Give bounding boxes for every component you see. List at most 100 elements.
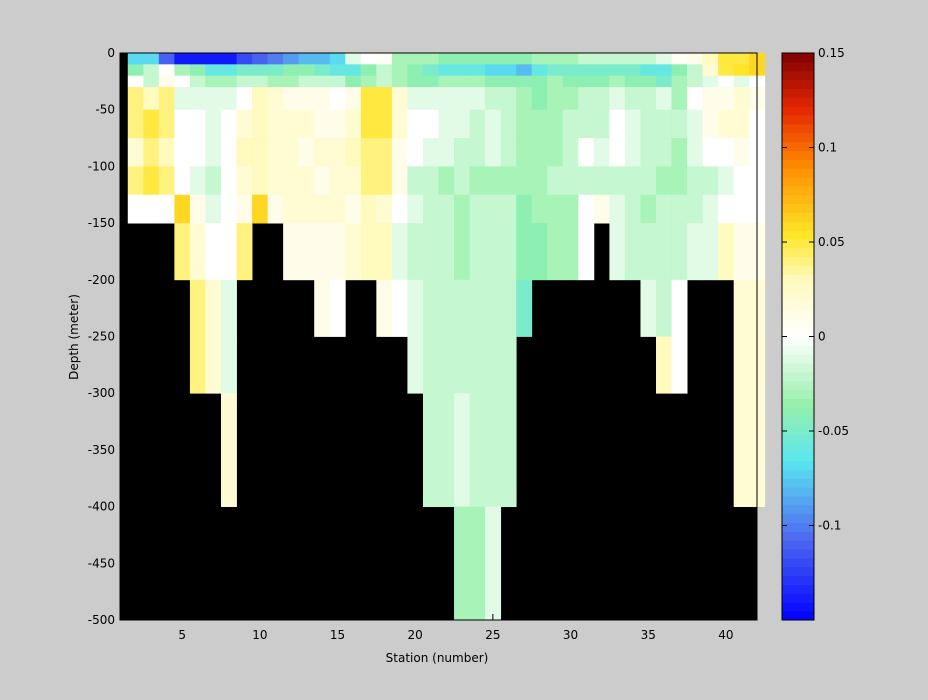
colorbar-swatch	[782, 265, 814, 275]
heatmap-cell	[469, 279, 486, 337]
colorbar-swatch	[782, 363, 814, 373]
colorbar-tick-label: 0.05	[818, 235, 845, 249]
y-tick-label: -500	[88, 613, 115, 627]
heatmap-cell	[531, 64, 548, 77]
heatmap-cell	[516, 109, 533, 139]
y-tick-label: 0	[107, 46, 115, 60]
heatmap-cell	[687, 87, 704, 111]
heatmap-cell	[143, 194, 160, 224]
heatmap-cell	[376, 138, 393, 167]
heatmap-cell	[454, 75, 470, 88]
x-tick-label: 25	[485, 628, 500, 642]
heatmap-cell	[454, 194, 470, 224]
heatmap-cell	[500, 53, 517, 65]
heatmap-cell	[143, 109, 160, 139]
heatmap-cell	[593, 75, 610, 88]
heatmap-cell	[407, 223, 424, 281]
heatmap-cell	[205, 109, 222, 139]
heatmap-cell	[252, 138, 268, 167]
x-axis-label: Station (number)	[386, 651, 489, 665]
x-tick-label: 5	[178, 628, 186, 642]
heatmap-cell	[127, 87, 144, 111]
heatmap-cell	[454, 336, 470, 394]
heatmap-cell	[174, 194, 191, 224]
colorbar-swatch	[782, 354, 814, 364]
heatmap-cell	[329, 87, 346, 111]
heatmap-cell	[422, 138, 439, 167]
colorbar-swatch	[782, 159, 814, 169]
heatmap-cell	[656, 279, 672, 337]
heatmap-cell	[267, 194, 284, 224]
heatmap-cell	[671, 223, 688, 281]
heatmap-cell	[174, 87, 191, 111]
heatmap-cell	[422, 64, 439, 77]
heatmap-cell	[329, 166, 346, 196]
heatmap-cell	[252, 75, 268, 88]
colorbar-swatch	[782, 221, 814, 231]
colorbar-tick-label: -0.05	[818, 424, 849, 438]
heatmap-cell	[143, 87, 160, 111]
heatmap-cell	[454, 87, 470, 111]
heatmap-cell	[733, 138, 750, 167]
heatmap-cell	[143, 166, 160, 196]
heatmap-cell	[500, 138, 517, 167]
heatmap-cell	[438, 109, 455, 139]
colorbar-swatch	[782, 478, 814, 488]
heatmap-cell	[158, 87, 175, 111]
heatmap-cell	[252, 194, 268, 224]
heatmap-cell	[189, 336, 206, 394]
heatmap-cell	[454, 393, 470, 507]
heatmap-cell	[205, 279, 222, 337]
heatmap-cell	[438, 393, 455, 507]
x-tick-label: 40	[718, 628, 733, 642]
heatmap-cell	[422, 223, 439, 281]
heatmap-cell	[656, 64, 672, 77]
heatmap-cell	[252, 64, 268, 77]
y-tick-label: -400	[88, 500, 115, 514]
heatmap-cell	[609, 194, 626, 224]
heatmap-cell	[298, 109, 315, 139]
colorbar-swatch	[782, 602, 814, 612]
heatmap-cell	[593, 166, 610, 196]
heatmap-cell	[702, 166, 719, 196]
colorbar-swatch	[782, 203, 814, 213]
heatmap-cell	[422, 166, 439, 196]
heatmap-cell	[438, 223, 455, 281]
heatmap-cell	[485, 194, 502, 224]
heatmap-cell	[733, 279, 750, 337]
heatmap-cell	[733, 109, 750, 139]
heatmap-cell	[267, 75, 284, 88]
heatmap-cell	[189, 279, 206, 337]
heatmap-cell	[391, 166, 408, 196]
heatmap-cell	[578, 87, 595, 111]
heatmap-cell	[485, 336, 502, 394]
heatmap-cell	[531, 53, 548, 65]
heatmap-cell	[143, 64, 160, 77]
heatmap-cell	[407, 109, 424, 139]
colorbar-ticks: 0.15 0.1 0.05 0 -0.05 -0.1	[782, 46, 849, 533]
heatmap-cell	[252, 109, 268, 139]
heatmap-cell	[640, 87, 657, 111]
heatmap-cell	[376, 53, 393, 65]
heatmap-cell	[733, 53, 750, 65]
heatmap-cell	[469, 194, 486, 224]
heatmap-cell	[718, 223, 735, 281]
colorbar-swatch	[782, 575, 814, 586]
heatmap-cell	[624, 64, 641, 77]
heatmap-cell	[531, 87, 548, 111]
heatmap-cell	[360, 64, 377, 77]
heatmap-cell	[345, 53, 362, 65]
heatmap-cell	[298, 75, 315, 88]
heatmap-cell	[205, 336, 222, 394]
heatmap-cell	[547, 75, 564, 88]
colorbar-swatch	[782, 61, 814, 72]
heatmap-cell	[562, 53, 579, 65]
colorbar-swatch	[782, 247, 814, 258]
heatmap-cell	[516, 194, 533, 224]
colorbar-swatch	[782, 549, 814, 559]
heatmap-cell	[656, 223, 672, 281]
heatmap-cell	[562, 109, 579, 139]
heatmap-cell	[314, 223, 331, 281]
heatmap-cell	[578, 166, 595, 196]
heatmap-cell	[485, 279, 502, 337]
